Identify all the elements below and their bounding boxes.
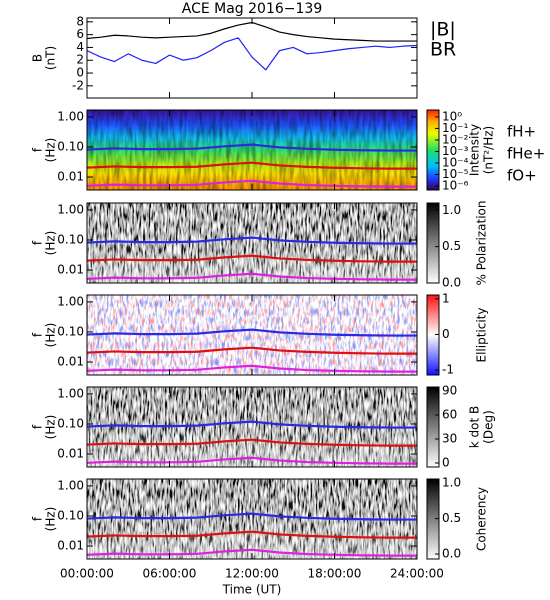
y-tick-label: 0.01 [57,170,84,184]
y-tick-label: 0.10 [57,416,84,430]
colorbar-tick-label: 10⁻⁶ [442,179,469,193]
y-tick-label: 4 [76,40,84,54]
y-tick-label: 1.00 [57,202,84,216]
y-tick-label: 8 [76,14,84,28]
series-line [86,179,417,188]
colorbar-tick-label: 10⁻³ [442,144,469,158]
colorbar-label: % Polarization [475,201,489,286]
colorbar-label: k dot B [468,406,482,448]
y-tick-label: 0 [76,66,84,80]
legend-label: fO+ [507,167,537,185]
y-tick-label: 1.00 [57,386,84,400]
colorbar-tick-label: 0.5 [442,511,461,525]
colorbar-tick-label: 10⁻¹ [442,121,469,135]
x-tick-label: 24:00:00 [390,567,444,581]
series-line [86,272,417,281]
series-line [86,420,417,429]
colorbar [426,109,440,191]
y-axis-label: (Hz) [44,138,58,163]
series-line [86,530,417,539]
series-line [86,346,417,355]
colorbar-tick-label: 1.0 [442,203,461,217]
colorbar-tick-label: 10⁻² [442,132,469,146]
colorbar-tick-label: 1.0 [442,476,461,490]
colorbar-label: Ellipticity [475,308,489,363]
series-line [86,254,417,263]
colorbar-tick-label: 0.5 [442,239,461,253]
y-tick-label: 2 [76,53,84,67]
series-line [86,161,417,170]
x-tick-label: 12:00:00 [225,567,279,581]
y-tick-label: -2 [72,78,84,92]
series-line [86,456,417,465]
y-tick-label: 0.01 [57,263,84,277]
colorbar-tick-label: 90 [442,384,457,398]
y-axis-label: (Hz) [44,323,58,348]
series-line [86,328,417,337]
colorbar-tick-label: 0 [442,327,450,341]
y-axis-label: (Hz) [44,415,58,440]
x-tick-label: 00:00:00 [60,567,114,581]
colorbar-label: (Deg) [482,410,496,444]
legend-label: fHe+ [507,145,545,163]
legend-label: |B| [430,19,456,41]
y-axis-label: (nT) [44,46,58,70]
colorbar-tick-label: 10⁻⁴ [442,155,469,169]
colorbar-tick-label: 0 [442,456,450,470]
colorbar [426,386,440,468]
y-tick-label: 1.00 [57,109,84,123]
colorbar-tick-label: 0.0 [442,276,461,290]
colorbar-tick-label: 60 [442,408,457,422]
y-tick-label: 0.10 [57,324,84,338]
colorbar-label: Coherency [475,487,489,551]
colorbar-tick-label: 30 [442,432,457,446]
legend-label: BR [430,39,456,61]
y-tick-label: 1.00 [57,478,84,492]
colorbar [426,294,440,376]
colorbar-label: (nT²/Hz) [482,126,496,174]
colorbar-tick-label: -1 [442,363,454,377]
series-line [86,236,417,245]
colorbar-tick-label: 10⁰ [442,109,462,123]
y-axis-label: f [31,332,45,337]
y-axis-label: f [31,516,45,521]
colorbar-tick-label: 10⁻⁵ [442,167,469,181]
colorbar-tick-label: 1 [442,291,450,305]
legend-label: fH+ [507,123,536,141]
y-tick-label: 6 [76,27,84,41]
y-axis-label: f [31,147,45,152]
y-tick-label: 0.01 [57,355,84,369]
series-line [86,37,418,71]
series-line [86,364,417,373]
y-axis-label: f [31,240,45,245]
colorbar-label: Intensity [468,124,482,176]
y-tick-label: 0.01 [57,539,84,553]
series-line [86,438,417,447]
colorbar [426,202,440,284]
y-tick-label: 0.10 [57,139,84,153]
y-axis-label: f [31,424,45,429]
series-line [86,512,417,521]
colorbar-tick-label: 0.0 [442,547,461,561]
series-line [86,548,417,557]
x-tick-label: 18:00:00 [308,567,362,581]
x-tick-label: 06:00:00 [143,567,197,581]
chart-title: ACE Mag 2016−139 [182,1,322,17]
series-line [86,21,417,42]
y-axis-label: (Hz) [44,231,58,256]
y-tick-label: 0.10 [57,232,84,246]
y-tick-label: 0.01 [57,447,84,461]
y-tick-label: 0.10 [57,508,84,522]
x-axis-label: Time (UT) [222,583,282,597]
y-axis-label: B [31,54,45,62]
y-axis-label: (Hz) [44,507,58,532]
series-line [86,143,417,152]
y-tick-label: 1.00 [57,294,84,308]
